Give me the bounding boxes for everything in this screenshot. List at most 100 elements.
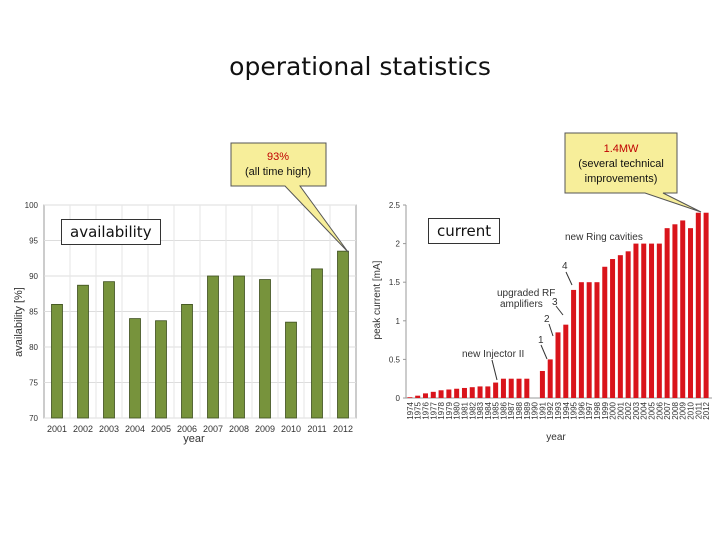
current-xtick: 1987 xyxy=(507,401,516,419)
current-bar xyxy=(664,228,670,398)
current-bar xyxy=(516,378,522,398)
current-xtick: 1996 xyxy=(577,401,586,419)
availability-xtick: 2009 xyxy=(255,424,275,434)
availability-label: availability xyxy=(61,219,161,245)
current-xtick: 2003 xyxy=(632,401,641,419)
callout-current-shape xyxy=(564,132,702,213)
current-xtick: 1988 xyxy=(515,401,524,419)
current-ytick: 2 xyxy=(396,240,401,249)
availability-xtick: 2010 xyxy=(281,424,301,434)
current-ytick: 0 xyxy=(396,394,401,403)
current-xtick: 1982 xyxy=(468,401,477,419)
current-xtick: 1975 xyxy=(414,401,423,419)
current-bar xyxy=(610,259,616,398)
current-xtick: 1995 xyxy=(570,401,579,419)
callout-availability-line1: 93% xyxy=(267,151,289,163)
current-bar xyxy=(695,212,701,398)
current-xtick: 1977 xyxy=(429,401,438,419)
availability-xtick: 2002 xyxy=(73,424,93,434)
current-xtick: 1994 xyxy=(562,401,571,419)
current-xtick: 2006 xyxy=(655,401,664,419)
current-bar xyxy=(641,243,647,398)
slide-title: operational statistics xyxy=(229,52,491,81)
availability-xtick: 2011 xyxy=(307,424,326,434)
current-xtick: 1992 xyxy=(546,401,555,419)
current-bar xyxy=(407,397,413,398)
availability-ytick: 85 xyxy=(29,308,38,317)
current-bar xyxy=(617,255,623,398)
current-xtick: 1993 xyxy=(554,401,563,419)
current-xtick: 1984 xyxy=(484,401,493,419)
current-bar xyxy=(454,388,460,398)
availability-xtick: 2008 xyxy=(229,424,249,434)
availability-ytick: 80 xyxy=(29,343,38,352)
current-xtick: 1979 xyxy=(445,401,454,419)
current-xtick: 2004 xyxy=(640,401,649,419)
current-bar xyxy=(446,389,452,398)
current-bar xyxy=(539,370,545,398)
current-bar xyxy=(586,282,592,398)
current-bar xyxy=(430,391,436,398)
current-bar xyxy=(656,243,662,398)
current-bar xyxy=(563,324,569,398)
current-bar xyxy=(422,393,428,398)
current-bar xyxy=(602,266,608,398)
availability-ytick: 90 xyxy=(29,272,38,281)
current-xtick: 2005 xyxy=(648,401,657,419)
current-xtick: 1989 xyxy=(523,401,532,419)
current-ytick: 1 xyxy=(396,317,401,326)
current-xtick: 2001 xyxy=(616,401,625,419)
availability-bar xyxy=(51,303,63,419)
availability-bar xyxy=(77,284,89,419)
availability-bar xyxy=(103,281,115,419)
current-bar xyxy=(524,378,530,398)
current-xtick: 1997 xyxy=(585,401,594,419)
availability-xtick: 2012 xyxy=(333,424,353,434)
current-xtick: 1978 xyxy=(437,401,446,419)
availability-xtick: 2006 xyxy=(177,424,197,434)
current-bar xyxy=(438,390,444,398)
current-bar xyxy=(672,224,678,398)
current-xtick: 1974 xyxy=(406,401,415,419)
current-xtick: 1990 xyxy=(531,401,540,419)
current-bar xyxy=(625,251,631,398)
availability-bar xyxy=(181,303,193,419)
availability-bar xyxy=(129,318,141,419)
annotation-1-arrow xyxy=(540,344,548,360)
availability-xtick: 2005 xyxy=(151,424,171,434)
current-bar xyxy=(547,359,553,398)
availability-ytick: 100 xyxy=(25,201,39,210)
callout-current-line3: improvements) xyxy=(585,173,658,185)
annotation-upgraded-rf: upgraded RF xyxy=(497,288,555,299)
current-xtick: 1991 xyxy=(538,401,547,419)
callout-current-line1: 1.4MW xyxy=(604,143,639,155)
availability-xlabel: year xyxy=(183,433,205,445)
current-xtick: 1985 xyxy=(492,401,501,419)
availability-bar xyxy=(155,320,167,419)
availability-xtick: 2004 xyxy=(125,424,145,434)
annotation-4-arrow xyxy=(565,271,573,286)
annotation-3: 3 xyxy=(552,297,558,308)
current-xtick: 2012 xyxy=(702,401,711,419)
current-xtick: 2000 xyxy=(609,401,618,419)
annotation-2-arrow xyxy=(548,323,554,337)
availability-bar xyxy=(259,279,271,419)
current-bar xyxy=(633,243,639,398)
availability-bar xyxy=(285,321,297,419)
current-xtick: 2002 xyxy=(624,401,633,419)
annotation-new-ring-cavities: new Ring cavities xyxy=(565,232,643,243)
current-bar xyxy=(415,395,421,398)
current-xtick: 2008 xyxy=(671,401,680,419)
current-xtick: 2009 xyxy=(679,401,688,419)
availability-ytick: 95 xyxy=(29,237,38,246)
current-bar xyxy=(485,386,491,398)
current-bar xyxy=(680,220,686,398)
current-bar xyxy=(477,386,483,398)
current-xtick: 1998 xyxy=(593,401,602,419)
current-bar xyxy=(508,378,514,398)
availability-xtick: 2007 xyxy=(203,424,223,434)
current-bar xyxy=(493,382,499,398)
current-bar xyxy=(578,282,584,398)
availability-ytick: 70 xyxy=(29,414,38,423)
